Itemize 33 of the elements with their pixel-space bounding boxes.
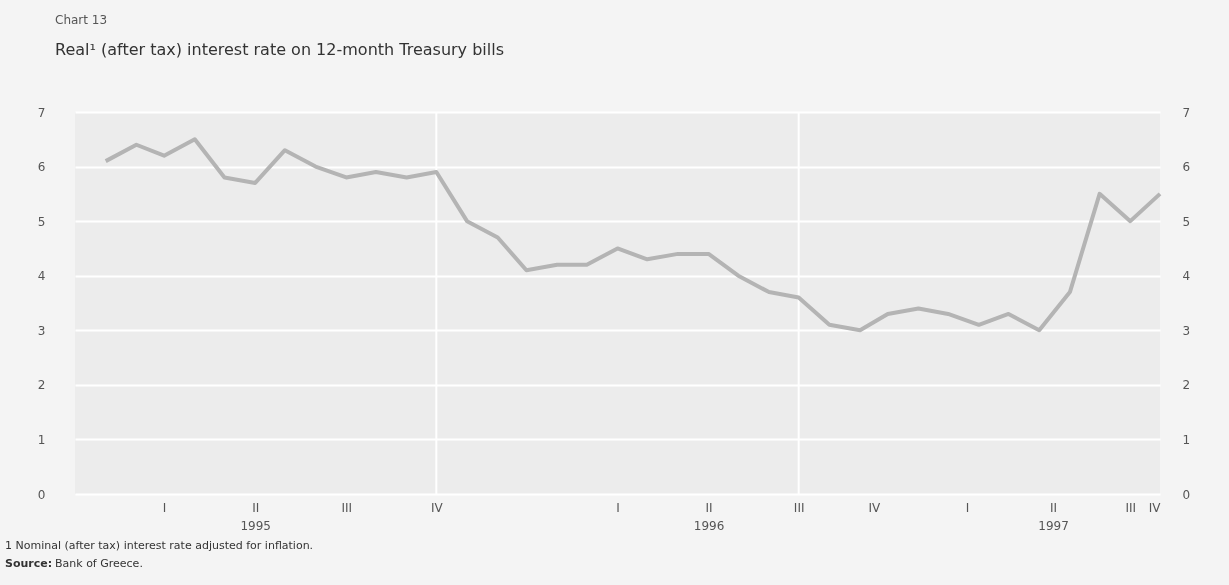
x-tick-label: I	[616, 500, 620, 515]
x-tick-label: II 1995	[240, 500, 271, 533]
y2-tick-label: 2	[1182, 378, 1191, 393]
y-tick-label: 1	[37, 432, 46, 447]
y2-tick-label: 7	[1182, 105, 1191, 120]
x-tick-label: III	[1125, 500, 1137, 515]
caption: Chart 13	[55, 13, 108, 27]
x-tick-label: III	[793, 500, 805, 515]
y-tick-label: 5	[37, 214, 46, 229]
y-tick-label: 3	[37, 323, 46, 338]
y-tick-label: 7	[37, 105, 46, 120]
y2-tick-label: 1	[1182, 432, 1191, 447]
x-tick-label: I	[965, 500, 970, 515]
x-tick-label: IV	[1148, 500, 1162, 515]
x-tick-label: I	[162, 500, 167, 515]
y-tick-label: 2	[37, 378, 46, 393]
y2-tick-label: 5	[1182, 214, 1191, 229]
y-tick-label: 6	[37, 160, 46, 175]
y2-tick-label: 6	[1182, 160, 1191, 175]
y-tick-label: 0	[37, 487, 46, 502]
y2-tick-label: 4	[1182, 269, 1191, 284]
chart-title: Real¹ (after tax) interest rate on 12-month Treasury bills	[55, 40, 504, 59]
x-tick-label: IV	[868, 500, 882, 515]
line-series	[103, 137, 1162, 333]
text: 1 Nominal (after tax) interest rate adjusted for inflation.	[5, 539, 314, 552]
source-note: Source: Bank of Greece.	[5, 557, 143, 570]
x-tick-label: II 1997	[1038, 500, 1069, 533]
y2-tick-label: 3	[1182, 323, 1191, 338]
y2-tick-label: 0	[1182, 487, 1191, 502]
y-tick-label: 4	[37, 269, 46, 284]
x-tick-label: IV	[430, 500, 444, 515]
x-tick-label: II 1996	[693, 500, 725, 533]
x-tick-label: III	[341, 500, 353, 515]
